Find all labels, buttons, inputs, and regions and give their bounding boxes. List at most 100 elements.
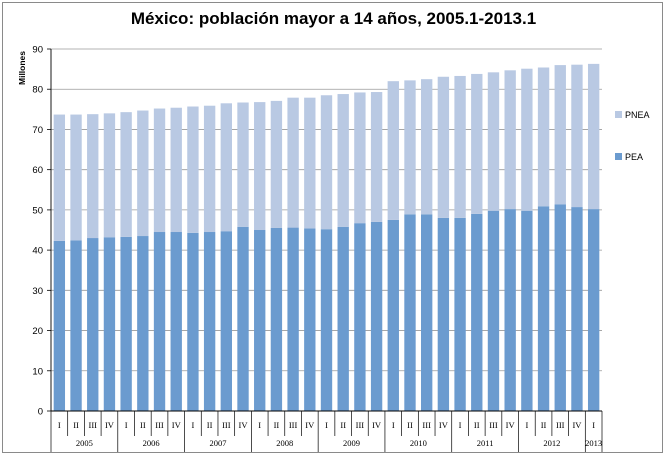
bar-pnea [404,80,416,215]
bar-pea [304,228,316,411]
bar-pnea [270,100,283,228]
x-tick-label: IV [372,420,382,430]
bar-pnea [220,103,232,232]
bar-pnea [370,92,383,222]
bars [53,63,600,411]
bar-pea [521,210,533,411]
bar-pnea [70,114,82,241]
x-tick-label: IV [239,420,249,430]
x-tick-label: IV [439,420,449,430]
bar-pea [87,238,99,411]
bar-pnea [120,112,132,237]
y-axis-label: Millones [17,51,27,85]
bar-pea [337,226,349,411]
bar-pnea [254,102,266,230]
x-tick-label: III [88,420,97,430]
bar-pea [554,204,566,411]
x-tick-label: IV [172,420,182,430]
x-tick-label: III [489,420,498,430]
bar-pnea [153,108,166,233]
y-tick-label: 10 [32,366,43,377]
x-tick-label: III [556,420,565,430]
x-tick-label: III [222,420,231,430]
legend-swatch-pnea [615,111,622,118]
legend-label-pea: PEA [625,152,643,162]
bar-pea [70,240,82,411]
x-tick-label: IV [506,420,516,430]
year-label: 2007 [209,438,226,448]
x-tick-label: II [73,420,79,430]
y-tick-label: 80 [32,85,43,96]
x-tick-label: I [459,420,462,430]
bar-pnea [187,106,199,233]
y-tick-label: 0 [38,407,43,418]
year-label: 2010 [410,438,427,448]
x-tick-label: II [140,420,146,430]
y-tick-label: 70 [32,125,43,136]
legend: PNEA PEA [615,110,650,162]
bar-pnea [487,72,500,211]
bar-pnea [87,114,99,239]
x-tick-label: I [525,420,528,430]
bar-pea [537,206,550,411]
bar-pea [320,229,333,411]
bar-pea [137,236,149,411]
bar-pnea [537,67,550,207]
bar-pnea [587,63,600,210]
bar-pea [571,207,583,411]
bar-pnea [554,65,566,205]
y-tick-label: 40 [32,246,43,257]
x-tick-label: II [541,420,547,430]
bar-pea [370,221,383,411]
year-label: 2012 [543,438,560,448]
bar-pea [487,210,500,411]
y-tick-label: 50 [32,205,43,216]
bar-pnea [320,95,333,230]
bar-pea [270,227,283,411]
bar-pea [437,217,450,411]
year-label: 2008 [276,438,293,448]
x-tick-label: I [258,420,261,430]
x-tick-label: II [207,420,213,430]
x-tick-label: I [325,420,328,430]
x-tick-label: IV [105,420,115,430]
y-tick-label: 30 [32,286,43,297]
x-tick-label: II [274,420,280,430]
bar-pnea [103,113,116,238]
x-tick-label: II [340,420,346,430]
bar-pnea [387,81,399,220]
x-tick-label: III [422,420,431,430]
bar-pnea [521,68,533,211]
y-tick-label: 60 [32,165,43,176]
year-label: 2006 [143,438,160,448]
bar-pnea [304,97,316,229]
bar-pea [387,219,399,411]
bar-pea [153,232,166,411]
bar-pnea [437,76,450,218]
bar-pnea [471,73,483,214]
bar-pnea [337,94,349,227]
bar-pnea [287,97,299,228]
bar-pea [53,240,66,411]
bar-pea [170,232,182,411]
x-tick-label: I [392,420,395,430]
bar-pnea [170,107,182,233]
bar-pea [203,232,216,411]
bar-pea [404,214,416,411]
bar-pea [254,230,266,411]
bar-pea [187,232,199,411]
bar-pnea [571,64,583,208]
bar-pnea [504,70,516,210]
bar-pea [454,217,466,411]
x-category-axis: I II III IV I II III IV I II III IV I II III IV I II III IV… [50,411,603,452]
bar-pea [504,209,516,411]
year-label: 2013 [585,438,602,448]
x-tick-label: I [58,420,61,430]
bar-pnea [454,75,466,218]
bar-pnea [203,105,216,233]
bar-pnea [137,110,149,237]
x-tick-label: IV [572,420,582,430]
bar-pea [220,231,232,411]
bar-pea [471,213,483,411]
